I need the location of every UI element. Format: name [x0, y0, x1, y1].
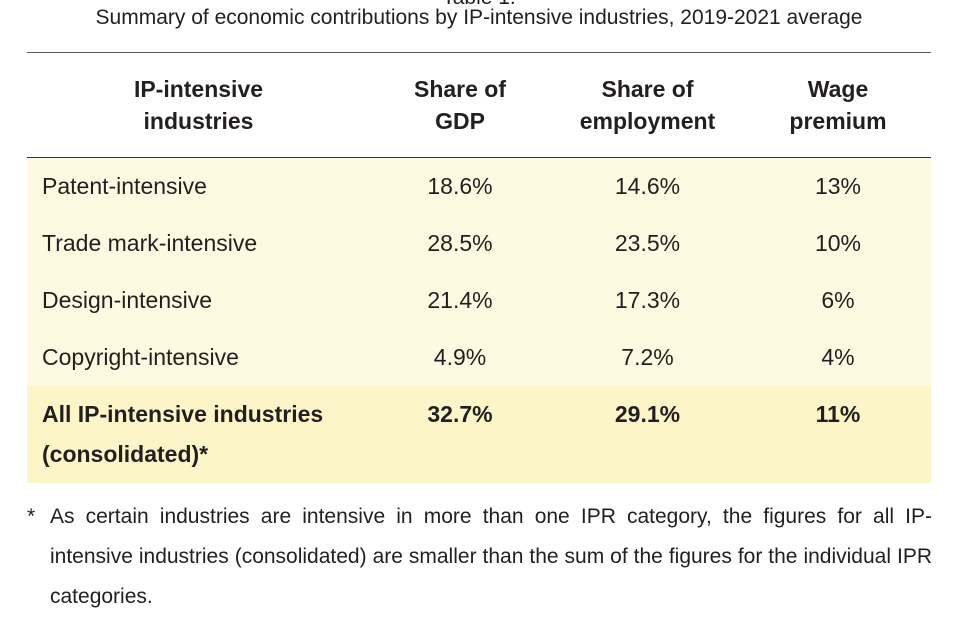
table-cell: 28.5% — [370, 215, 550, 272]
table-cell: 17.3% — [550, 272, 745, 329]
table-cell: 23.5% — [550, 215, 745, 272]
table-row: Copyright-intensive 4.9% 7.2% 4% — [27, 329, 931, 386]
table-cell: 4% — [745, 329, 931, 386]
footnote: * As certain industries are intensive in… — [27, 497, 932, 617]
table-cell: 13% — [745, 157, 931, 215]
table-row: Patent-intensive 18.6% 14.6% 13% — [27, 157, 931, 215]
cell-line: premium — [789, 108, 887, 134]
total-row: All IP-intensive industries (consolidated… — [27, 386, 931, 483]
table-cell: Trade mark-intensive — [27, 215, 370, 272]
header-row: IP-intensive industries Share of GDP Share o… — [27, 53, 931, 158]
cell-line: employment — [579, 108, 716, 134]
footnote-text: As certain industries are intensive in m… — [50, 505, 932, 608]
total-cell: 11% — [745, 386, 931, 483]
cell-line: IP-intensive — [133, 76, 264, 102]
top-rule — [27, 52, 931, 53]
table-row: Design-intensive 21.4% 17.3% 6% — [27, 272, 931, 329]
cell-line: industries — [143, 108, 254, 134]
total-cell: All IP-intensive industries (consolidated… — [27, 386, 370, 483]
data-table: IP-intensive industries Share of GDP Share o… — [27, 53, 931, 483]
cell-line: Wage — [807, 76, 869, 102]
cell-line: All IP-intensive industries — [42, 401, 324, 427]
column-header: Share of GDP — [370, 53, 550, 158]
footnote-marker: * — [27, 505, 36, 528]
column-header: IP-intensive industries — [27, 53, 370, 158]
total-cell: 32.7% — [370, 386, 550, 483]
table-row: Trade mark-intensive 28.5% 23.5% 10% — [27, 215, 931, 272]
cell-line: Share of — [413, 76, 507, 102]
table-cell: 10% — [745, 215, 931, 272]
cell-line: GDP — [435, 108, 485, 134]
table-cell: Patent-intensive — [27, 157, 370, 215]
column-header: Wage premium — [745, 53, 931, 158]
table-cell: 4.9% — [370, 329, 550, 386]
table-cell: 7.2% — [550, 329, 745, 386]
table-label: Table 1. — [0, 0, 958, 10]
table-cell: 6% — [745, 272, 931, 329]
total-cell: 29.1% — [550, 386, 745, 483]
table-cell: 18.6% — [370, 157, 550, 215]
table-cell: 14.6% — [550, 157, 745, 215]
table-cell: Copyright-intensive — [27, 329, 370, 386]
cell-line: (consolidated)* — [42, 441, 209, 467]
column-header: Share of employment — [550, 53, 745, 158]
table-cell: 21.4% — [370, 272, 550, 329]
table-title: Summary of economic contributions by IP-… — [95, 6, 863, 29]
table-cell: Design-intensive — [27, 272, 370, 329]
cell-line: Share of — [601, 76, 694, 102]
